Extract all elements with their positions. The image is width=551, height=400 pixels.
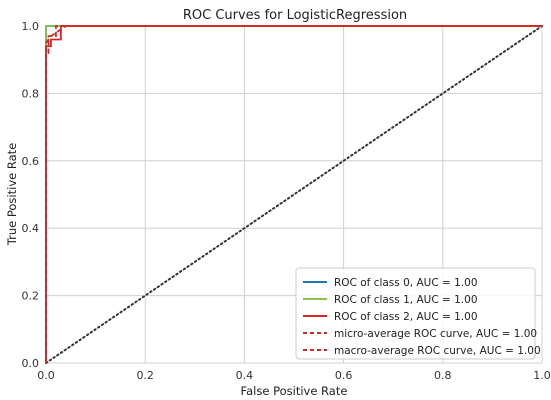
x-axis-label: False Positive Rate [241,384,348,398]
x-tick-label: 0.2 [136,369,154,382]
x-tick-label: 0.4 [236,369,254,382]
legend: ROC of class 0, AUC = 1.00 ROC of class 1… [295,267,541,360]
series-line-4 [45,25,542,363]
legend-box [295,267,536,360]
y-tick-label: 1.0 [22,20,40,33]
diagonal-line [45,25,543,364]
y-tick-label: 0.6 [22,155,40,168]
x-tick-label: 0.6 [335,369,353,382]
x-tick-label: 0.8 [434,369,452,382]
y-tick-labels: 0.0 0.2 0.4 0.6 0.8 1.0 [22,20,40,370]
series-lines [45,25,542,363]
y-tick-label: 0.0 [22,357,40,370]
y-tick-label: 0.4 [22,222,40,235]
y-tick-label: 0.2 [22,290,40,303]
y-tick-label: 0.8 [22,87,40,100]
x-tick-label: 0.0 [37,369,55,382]
legend-label: micro-average ROC curve, AUC = 1.00 [334,328,537,340]
y-axis-label: True Positive Rate [5,143,19,246]
x-tick-labels: 0.0 0.2 0.4 0.6 0.8 1.0 [37,369,551,382]
legend-label: macro-average ROC curve, AUC = 1.00 [334,345,541,357]
legend-label: ROC of class 2, AUC = 1.00 [334,311,478,323]
x-tick-label: 1.0 [533,369,551,382]
legend-label: ROC of class 1, AUC = 1.00 [334,294,478,306]
diagonal-reference [45,25,543,364]
series-line-3 [45,25,542,363]
chart-title: ROC Curves for LogisticRegression [183,8,407,23]
legend-label: ROC of class 0, AUC = 1.00 [334,277,478,289]
